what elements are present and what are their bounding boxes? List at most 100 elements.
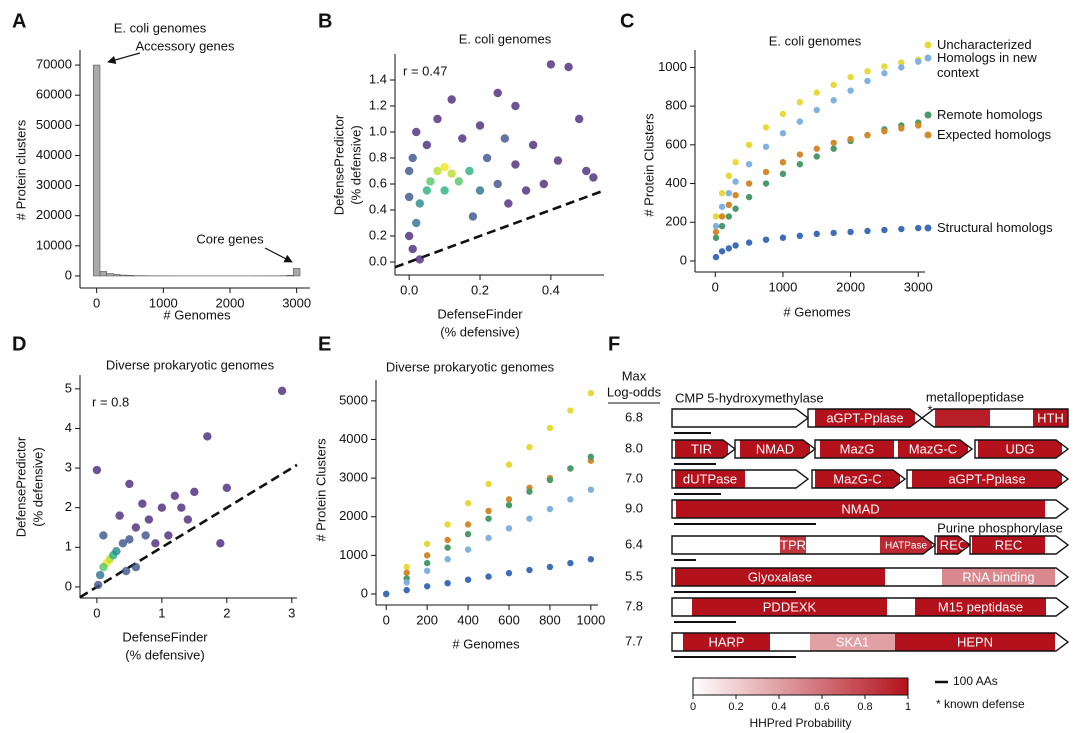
point: [444, 521, 451, 528]
bar: [286, 275, 294, 277]
point: [847, 73, 854, 81]
gene-outline: [671, 632, 1070, 652]
column-header: Log-odds: [607, 384, 662, 399]
gene-outline: [671, 535, 937, 555]
gene-outline: [807, 408, 924, 428]
domain-label: NMAD: [756, 441, 794, 456]
x-tick-label: 2000: [836, 279, 865, 294]
point: [712, 222, 720, 230]
panel-label: B: [318, 10, 332, 32]
point: [712, 234, 720, 241]
y-axis-label: DefensePredictor: [13, 436, 28, 537]
domain-label: PDDEXK: [763, 599, 817, 614]
point: [528, 140, 538, 150]
domain: [978, 440, 1062, 458]
gene-body: [672, 409, 808, 427]
point: [779, 110, 787, 118]
point: [423, 583, 431, 590]
point: [732, 191, 739, 199]
point: [712, 228, 720, 236]
point: [468, 212, 478, 221]
point: [732, 242, 739, 249]
point: [830, 81, 837, 89]
y-tick-label: 400: [665, 175, 687, 190]
point: [118, 539, 128, 548]
point: [115, 511, 124, 520]
domain-label: REC: [995, 537, 1022, 552]
point: [464, 500, 472, 507]
y-tick-label: 10000: [36, 237, 72, 252]
point: [864, 227, 871, 235]
point: [864, 131, 871, 139]
point: [712, 213, 720, 220]
domain: [898, 440, 968, 458]
colorbar-tick-label: 1: [905, 701, 911, 713]
point: [732, 178, 739, 185]
chart-title: Diverse prokaryotic genomes: [106, 357, 275, 372]
y-tick-label: 1.2: [369, 97, 387, 112]
y-axis-label: (% defensive): [348, 125, 363, 204]
x-tick-label: 600: [498, 612, 520, 627]
y-tick-label: 0.4: [369, 201, 387, 216]
point: [725, 190, 733, 197]
point: [582, 166, 591, 176]
x-tick-label: 800: [539, 612, 561, 627]
domain: [675, 470, 745, 488]
point: [482, 153, 492, 163]
x-tick-label: 1000: [149, 295, 178, 310]
point: [830, 139, 837, 147]
gene-outline: [671, 408, 810, 428]
point: [125, 535, 134, 544]
domain: [740, 440, 810, 458]
point: [830, 229, 837, 237]
x-tick-label: 3000: [282, 295, 311, 310]
log-odds: 5.5: [625, 568, 643, 583]
point: [539, 179, 548, 189]
y-tick-label: 0: [680, 252, 687, 267]
bar: [293, 268, 301, 277]
point: [796, 232, 804, 240]
chart-title: Diverse prokaryotic genomes: [386, 359, 555, 374]
x-tick-label: 2000: [216, 295, 245, 310]
point: [121, 566, 131, 576]
point: [718, 248, 726, 255]
legend-marker: [924, 111, 932, 119]
point: [587, 556, 595, 563]
y-tick-label: 4000: [339, 431, 368, 446]
point: [465, 166, 474, 176]
log-odds: 6.4: [625, 536, 643, 551]
point: [718, 222, 726, 230]
point: [796, 151, 804, 158]
bar: [119, 274, 127, 277]
y-tick-label: 1.0: [369, 123, 387, 138]
point: [813, 145, 820, 152]
point: [779, 159, 787, 166]
gene-outline: [969, 535, 1070, 555]
gene-outline: [920, 408, 1069, 428]
domain-label: TIR: [691, 441, 712, 456]
point: [423, 567, 431, 575]
domain-label: UDG: [1006, 441, 1035, 456]
point: [403, 563, 410, 571]
x-tick-label: 0.4: [542, 282, 560, 297]
log-odds: 9.0: [625, 500, 643, 515]
point: [564, 62, 573, 72]
point: [779, 170, 787, 178]
y-tick-label: 0.8: [369, 149, 387, 164]
x-axis-label: # Genomes: [163, 307, 231, 322]
point: [762, 168, 770, 176]
known-defense-marker: *: [927, 402, 932, 417]
domain-label: SKA1: [836, 634, 869, 649]
annotation-arrow: [264, 247, 293, 263]
point: [426, 177, 435, 186]
colorbar-tick-label: 0.4: [771, 701, 786, 713]
point: [847, 135, 854, 143]
annotation: Accessory genes: [136, 38, 235, 53]
y-tick-label: 60000: [36, 87, 72, 102]
log-odds: 7.0: [625, 470, 643, 485]
point: [464, 530, 472, 538]
column-header: Max: [622, 368, 647, 383]
point: [222, 483, 232, 493]
point: [504, 199, 513, 208]
point: [383, 590, 390, 598]
